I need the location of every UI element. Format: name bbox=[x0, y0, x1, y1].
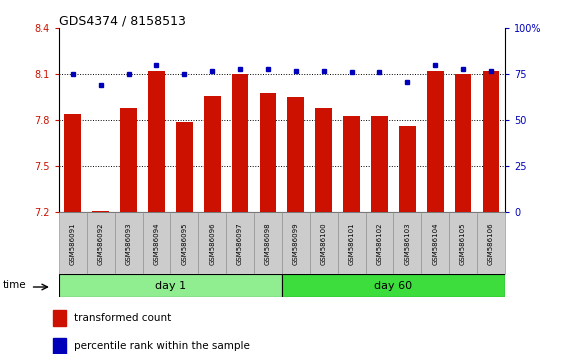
Text: time: time bbox=[3, 280, 26, 290]
Bar bbox=[315, 108, 332, 212]
Bar bbox=[176, 122, 193, 212]
Bar bbox=[449, 212, 477, 274]
Text: GDS4374 / 8158513: GDS4374 / 8158513 bbox=[59, 14, 186, 27]
Bar bbox=[260, 93, 277, 212]
Text: GSM586091: GSM586091 bbox=[70, 222, 76, 265]
Text: GSM586105: GSM586105 bbox=[460, 222, 466, 265]
Text: GSM586099: GSM586099 bbox=[293, 222, 299, 265]
Text: GSM586098: GSM586098 bbox=[265, 222, 271, 265]
Bar bbox=[59, 274, 282, 297]
Text: GSM586103: GSM586103 bbox=[404, 222, 410, 265]
Bar bbox=[310, 212, 338, 274]
Bar bbox=[366, 212, 393, 274]
Text: GSM586093: GSM586093 bbox=[126, 222, 132, 265]
Bar bbox=[65, 114, 81, 212]
Bar bbox=[399, 126, 416, 212]
Text: GSM586106: GSM586106 bbox=[488, 222, 494, 265]
Bar bbox=[338, 212, 366, 274]
Text: GSM586095: GSM586095 bbox=[181, 222, 187, 265]
Bar bbox=[393, 212, 421, 274]
Bar bbox=[427, 71, 444, 212]
Bar bbox=[120, 108, 137, 212]
Bar bbox=[114, 212, 142, 274]
Bar bbox=[477, 212, 505, 274]
Bar bbox=[142, 212, 171, 274]
Bar bbox=[59, 212, 87, 274]
Text: GSM586104: GSM586104 bbox=[432, 222, 438, 265]
Text: GSM586101: GSM586101 bbox=[348, 222, 355, 265]
Bar bbox=[171, 212, 198, 274]
Text: GSM586102: GSM586102 bbox=[376, 222, 383, 265]
Bar bbox=[93, 211, 109, 212]
Text: GSM586097: GSM586097 bbox=[237, 222, 243, 265]
Bar bbox=[282, 274, 505, 297]
Bar bbox=[482, 71, 499, 212]
Bar bbox=[371, 116, 388, 212]
Bar bbox=[282, 212, 310, 274]
Bar bbox=[53, 338, 66, 354]
Bar bbox=[87, 212, 114, 274]
Text: day 1: day 1 bbox=[155, 281, 186, 291]
Text: GSM586094: GSM586094 bbox=[154, 222, 159, 265]
Text: transformed count: transformed count bbox=[74, 313, 171, 323]
Text: GSM586092: GSM586092 bbox=[98, 222, 104, 265]
Bar bbox=[148, 71, 165, 212]
Bar bbox=[254, 212, 282, 274]
Bar bbox=[343, 116, 360, 212]
Bar bbox=[53, 310, 66, 326]
Bar bbox=[421, 212, 449, 274]
Bar bbox=[204, 96, 220, 212]
Text: GSM586096: GSM586096 bbox=[209, 222, 215, 265]
Bar bbox=[232, 74, 249, 212]
Bar bbox=[455, 74, 471, 212]
Text: GSM586100: GSM586100 bbox=[321, 222, 327, 265]
Text: percentile rank within the sample: percentile rank within the sample bbox=[74, 341, 250, 351]
Bar bbox=[287, 97, 304, 212]
Text: day 60: day 60 bbox=[374, 281, 412, 291]
Bar bbox=[198, 212, 226, 274]
Bar bbox=[226, 212, 254, 274]
